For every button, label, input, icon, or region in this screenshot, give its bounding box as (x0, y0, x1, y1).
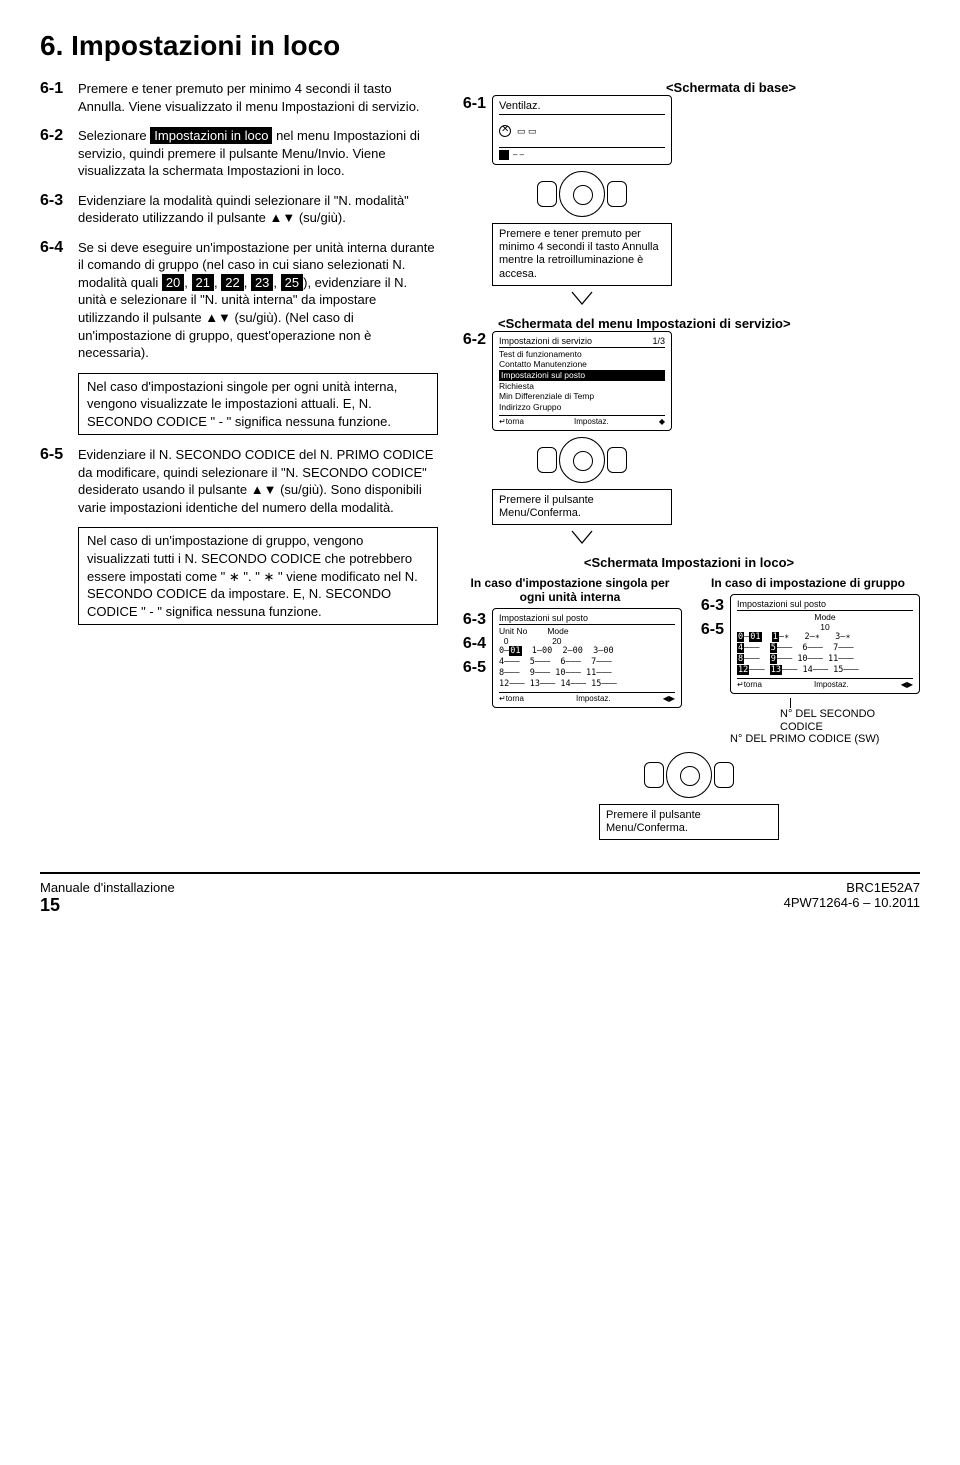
screen-base: Ventilaz. ▭ ▭ – – (492, 95, 672, 165)
highlight-impostazioni-in-loco: Impostazioni in loco (150, 127, 272, 144)
label-service-menu: <Schermata del menu Impostazioni di serv… (498, 316, 920, 331)
step-num-6-5: 6-5 (40, 446, 78, 516)
page-title: 6. Impostazioni in loco (40, 30, 920, 62)
caption-press-menu: Premere il pulsante Menu/Conferma. (492, 489, 672, 525)
ref-single-nums: 6-36-46-5 (458, 608, 492, 708)
label-loco-screen: <Schermata Impostazioni in loco> (458, 555, 920, 570)
step-body-6-3: Evidenziare la modalità quindi seleziona… (78, 192, 438, 227)
step-body-6-2: Selezionare Impostazioni in loco nel men… (78, 127, 438, 180)
navpad-icon (537, 437, 627, 483)
step-num-6-1: 6-1 (40, 80, 78, 115)
ref-group-nums: 6-36-5 (696, 594, 730, 746)
step-body-6-4: Se si deve eseguire un'impostazione per … (78, 239, 438, 362)
step-body-6-5: Evidenziare il N. SECONDO CODICE del N. … (78, 446, 438, 516)
down-arrow-icon (570, 529, 594, 545)
footer-manual: Manuale d'installazione (40, 880, 175, 895)
label-group: In caso di impostazione di gruppo (696, 576, 920, 590)
callout-secondo: N° DEL SECONDO CODICE N° DEL PRIMO CODIC… (730, 698, 920, 746)
navpad-icon (644, 752, 734, 798)
label-single: In caso d'impostazione singola per ogni … (458, 576, 682, 604)
left-column: 6-1 Premere e tener premuto per minimo 4… (40, 80, 438, 844)
step-body-6-1: Premere e tener premuto per minimo 4 sec… (78, 80, 438, 115)
step-num-6-3: 6-3 (40, 192, 78, 227)
screen-group: Impostazioni sul posto Mode10 0–01 1–∗ 2… (730, 594, 920, 694)
screen-single: Impostazioni sul posto Unit No 0 Mode 20… (492, 608, 682, 708)
footer-doc-code: 4PW71264-6 – 10.2011 (784, 895, 920, 910)
footer-model: BRC1E52A7 (784, 880, 920, 895)
footer-page-num: 15 (40, 895, 175, 916)
caption-hold: Premere e tener premuto per minimo 4 sec… (492, 223, 672, 286)
navpad-icon (537, 171, 627, 217)
note-box-single: Nel caso d'impostazioni singole per ogni… (78, 374, 438, 435)
ref-6-2: 6-2 (458, 331, 492, 349)
down-arrow-icon (570, 290, 594, 306)
caption-press-menu-2: Premere il pulsante Menu/Conferma. (599, 804, 779, 840)
page-footer: Manuale d'installazione 15 BRC1E52A7 4PW… (40, 872, 920, 916)
label-base-screen: <Schermata di base> (542, 80, 920, 95)
fan-icon (499, 125, 511, 137)
ref-6-1: 6-1 (458, 95, 492, 113)
right-column: <Schermata di base> 6-1 Ventilaz. ▭ ▭ – … (458, 80, 920, 844)
step-num-6-2: 6-2 (40, 127, 78, 180)
screen-service-menu: Impostazioni di servizio1/3 Test di funz… (492, 331, 672, 431)
note-box-group: Nel caso di un'impostazione di gruppo, v… (78, 528, 438, 624)
step-num-6-4: 6-4 (40, 239, 78, 362)
